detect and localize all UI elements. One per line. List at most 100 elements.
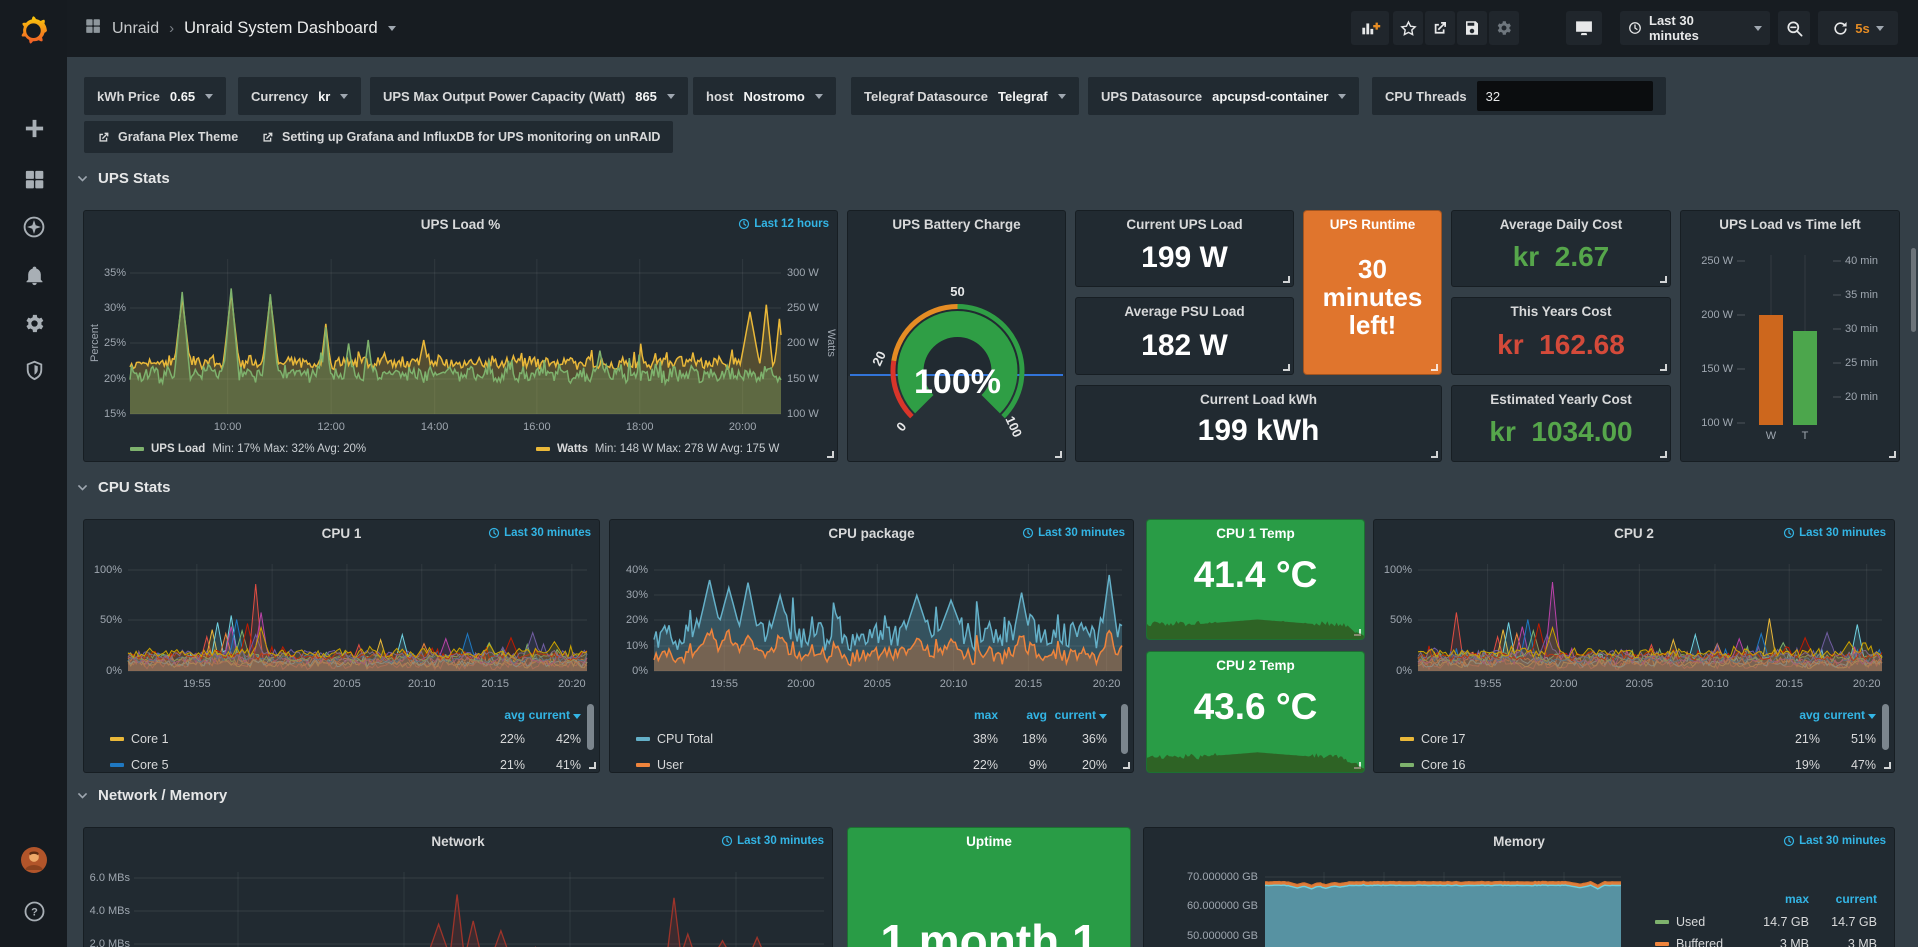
legend-label[interactable]: Core 17 — [1421, 732, 1466, 746]
sidebar-item-shield[interactable] — [21, 357, 47, 383]
panel-resize-handle[interactable] — [1431, 364, 1438, 371]
cpu-threads-input[interactable] — [1476, 81, 1653, 111]
grafana-logo-icon[interactable] — [15, 13, 51, 49]
panel-title[interactable]: Memory — [1493, 834, 1545, 849]
panel-resize-handle[interactable] — [1889, 451, 1896, 458]
refresh-button[interactable]: 5s — [1818, 11, 1898, 45]
variable-host[interactable]: host Nostromo — [693, 77, 836, 115]
panel-resize-handle[interactable] — [1660, 451, 1667, 458]
panel-title[interactable]: UPS Load vs Time left — [1719, 217, 1861, 232]
panel-title[interactable]: Uptime — [966, 834, 1012, 849]
page-scrollbar[interactable] — [1911, 248, 1916, 332]
variable-value[interactable]: 0.65 — [169, 88, 196, 104]
legend-item[interactable]: Used — [1655, 915, 1705, 929]
panel-title[interactable]: CPU 1 — [321, 526, 362, 541]
legend-header[interactable]: max — [973, 708, 998, 722]
panel-title[interactable]: Average Daily Cost — [1499, 217, 1623, 232]
panel-title[interactable]: Average PSU Load — [1124, 304, 1245, 319]
panel-title[interactable]: Network — [431, 834, 485, 849]
time-range-picker[interactable]: Last 30 minutes — [1620, 11, 1770, 45]
section-header-cpu-stats[interactable]: CPU Stats — [76, 479, 171, 496]
legend-label[interactable]: Used — [1676, 915, 1706, 929]
legend-label[interactable]: CPU Total — [657, 732, 714, 746]
variable-value[interactable]: 865 — [635, 88, 657, 104]
section-header-network-memory[interactable]: Network / Memory — [76, 787, 227, 804]
legend-label[interactable]: User — [657, 758, 684, 772]
panel-title[interactable]: Estimated Yearly Cost — [1490, 392, 1632, 407]
legend-header[interactable]: current — [1835, 892, 1877, 906]
legend-item[interactable]: Buffered — [1655, 937, 1723, 947]
sidebar-item-dashboards[interactable] — [21, 166, 47, 192]
variable-kwh-price[interactable]: kWh Price 0.65 — [84, 77, 227, 115]
panel-resize-handle[interactable] — [1283, 364, 1290, 371]
panel-time-override[interactable]: Last 30 minutes — [1783, 527, 1886, 539]
variable-telegraf-datasource[interactable]: Telegraf Datasource Telegraf — [851, 77, 1079, 115]
breadcrumb-dashboard-title[interactable]: Unraid System Dashboard — [184, 19, 378, 37]
panel-resize-handle[interactable] — [1884, 762, 1891, 769]
zoom-out-button[interactable] — [1778, 11, 1810, 45]
variable-ups-max-output-power-capacity-watt-[interactable]: UPS Max Output Power Capacity (Watt) 865 — [370, 77, 688, 115]
sidebar-avatar[interactable] — [21, 847, 47, 873]
legend-scrollbar[interactable] — [1882, 704, 1889, 750]
legend-header[interactable]: max — [1784, 892, 1809, 906]
legend-label[interactable]: Core 1 — [131, 732, 169, 746]
legend-scrollbar[interactable] — [587, 704, 594, 750]
panel-resize-handle[interactable] — [1055, 451, 1062, 458]
save-button[interactable] — [1457, 11, 1487, 45]
legend-label[interactable]: Core 16 — [1421, 758, 1466, 772]
panel-time-override[interactable]: Last 30 minutes — [1783, 835, 1886, 847]
panel-title[interactable]: CPU 2 Temp — [1216, 658, 1295, 673]
star-button[interactable] — [1393, 11, 1423, 45]
legend-scrollbar[interactable] — [1121, 704, 1128, 754]
panel-time-override[interactable]: Last 12 hours — [738, 218, 829, 230]
panel-resize-handle[interactable] — [1123, 762, 1130, 769]
panel-time-override[interactable]: Last 30 minutes — [1022, 527, 1125, 539]
panel-resize-handle[interactable] — [827, 451, 834, 458]
legend-item[interactable]: User — [636, 758, 683, 772]
legend-label[interactable]: Buffered — [1676, 937, 1724, 947]
variable-ups-datasource[interactable]: UPS Datasource apcupsd-container — [1088, 77, 1360, 115]
panel-time-override[interactable]: Last 30 minutes — [721, 835, 824, 847]
panel-resize-handle[interactable] — [1660, 276, 1667, 283]
breadcrumb-app[interactable]: Unraid — [112, 19, 160, 37]
sidebar-item-explore[interactable] — [21, 214, 47, 240]
section-header-ups-stats[interactable]: UPS Stats — [76, 170, 170, 187]
legend-item[interactable]: Core 17 — [1400, 732, 1465, 746]
legend-item[interactable]: Core 16 — [1400, 758, 1465, 772]
legend-header[interactable]: avg — [1026, 708, 1047, 722]
legend-item[interactable]: UPS Load Min: 17% Max: 32% Avg: 20% — [130, 443, 366, 455]
panel-title[interactable]: CPU 2 — [1614, 526, 1654, 541]
variable-value[interactable]: Nostromo — [743, 88, 805, 104]
legend-header[interactable]: avg — [504, 708, 525, 722]
legend-item[interactable]: Core 5 — [110, 758, 169, 772]
sidebar-item-configuration[interactable] — [21, 310, 47, 336]
variable-value[interactable]: apcupsd-container — [1212, 88, 1329, 104]
panel-title[interactable]: CPU 1 Temp — [1216, 526, 1295, 541]
panel-title[interactable]: Current Load kWh — [1200, 392, 1317, 407]
panel-resize-handle[interactable] — [1283, 276, 1290, 283]
sidebar-item-plus[interactable] — [21, 115, 47, 141]
cycle-view-button[interactable] — [1566, 11, 1602, 45]
legend-header[interactable]: avg — [1799, 708, 1820, 722]
panel-time-override[interactable]: Last 30 minutes — [488, 527, 591, 539]
add-panel-button[interactable] — [1351, 11, 1389, 45]
variable-value[interactable]: kr — [318, 88, 331, 104]
panel-title[interactable]: UPS Battery Charge — [892, 217, 1021, 232]
sidebar-item-help[interactable]: ? — [21, 898, 47, 924]
legend-label[interactable]: UPS Load — [151, 443, 206, 455]
legend-header[interactable]: current — [511, 708, 581, 722]
panel-title[interactable]: This Years Cost — [1510, 304, 1612, 319]
dashboard-link[interactable]: Grafana Plex Theme — [84, 121, 252, 153]
panel-resize-handle[interactable] — [1431, 451, 1438, 458]
legend-item[interactable]: Core 1 — [110, 732, 169, 746]
variable-cpu-threads[interactable]: CPU Threads — [1372, 77, 1666, 115]
legend-header[interactable]: current — [1806, 708, 1876, 722]
variable-value[interactable]: Telegraf — [998, 88, 1048, 104]
panel-resize-handle[interactable] — [589, 762, 596, 769]
legend-header[interactable]: current — [1037, 708, 1107, 722]
legend-label[interactable]: Watts — [557, 443, 588, 455]
panel-title[interactable]: CPU package — [828, 526, 915, 541]
panel-resize-handle[interactable] — [1660, 364, 1667, 371]
breadcrumb[interactable]: Unraid › Unraid System Dashboard — [84, 0, 396, 57]
legend-label[interactable]: Core 5 — [131, 758, 169, 772]
